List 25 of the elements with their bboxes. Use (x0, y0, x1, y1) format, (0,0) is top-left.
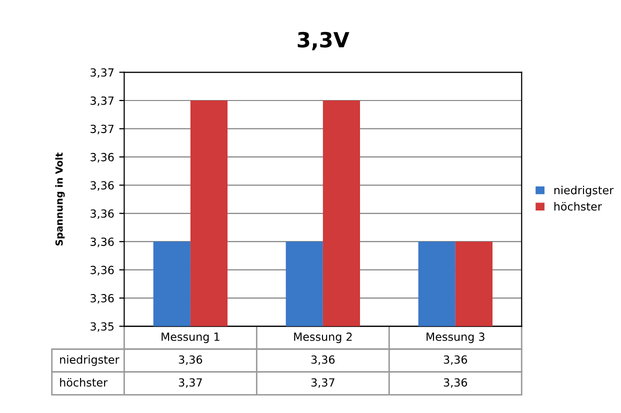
y-tick-label: 3,37 (90, 96, 114, 106)
y-tick-label: 3,36 (90, 181, 114, 191)
y-axis-title: Spannung in Volt (55, 152, 65, 246)
data-label: 3,36 (444, 355, 468, 365)
x-tick-label: Messung 3 (426, 332, 484, 344)
data-label: 3,37 (311, 378, 334, 388)
x-tick-label: Messung 1 (162, 332, 220, 344)
text: höchster (60, 378, 108, 387)
y-tick-label: 3,36 (90, 294, 114, 304)
y-tick-label: 3,35 (90, 322, 114, 332)
y-tick-label: 3,37 (90, 68, 114, 78)
data-label: 3,36 (444, 378, 468, 388)
legend-label: niedrigster (554, 186, 614, 196)
legend-label: höchster (554, 202, 602, 211)
x-tick-label: Messung 2 (294, 332, 352, 344)
y-tick-label: 3,36 (90, 238, 114, 248)
y-tick-label: 3,37 (90, 124, 114, 134)
data-label: 3,36 (178, 355, 202, 365)
data-label: 3,37 (178, 378, 202, 388)
y-tick-label: 3,36 (90, 209, 114, 219)
y-tick-label: 3,36 (90, 266, 114, 276)
text: niedrigster (60, 355, 120, 366)
y-tick-label: 3,36 (90, 152, 114, 162)
chart-title: 3,3V (298, 32, 350, 50)
data-label: 3,36 (311, 355, 335, 365)
